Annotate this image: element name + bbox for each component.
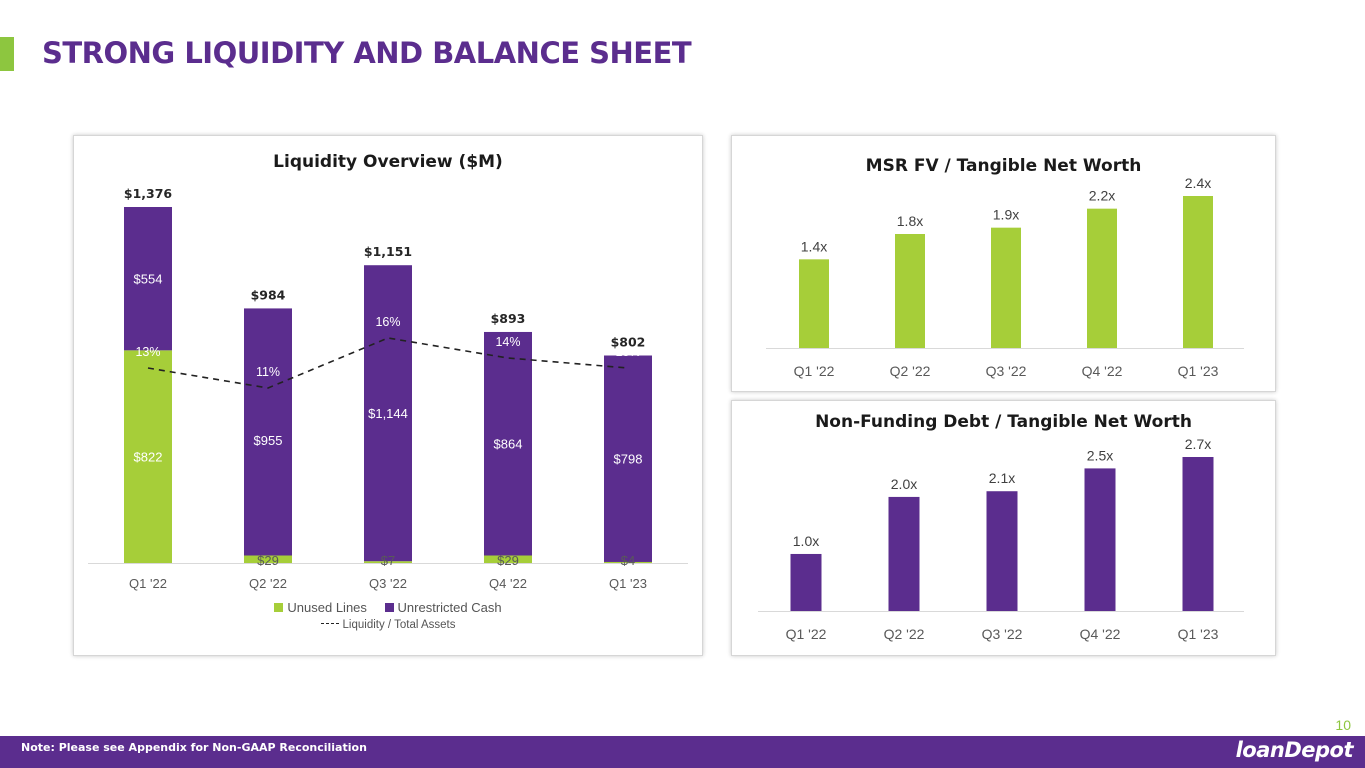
msr-chart-title: MSR FV / Tangible Net Worth bbox=[865, 156, 1142, 176]
legend-item-liquidity-ratio: Liquidity / Total Assets bbox=[320, 619, 456, 631]
bar bbox=[986, 491, 1018, 611]
data-label: 2.7x bbox=[1185, 436, 1211, 452]
x-tick-label: Q1 '22 bbox=[129, 576, 167, 591]
liquidity-ratio-line bbox=[147, 337, 629, 389]
x-tick-label: Q4 '22 bbox=[1082, 363, 1123, 379]
x-tick-label: Q2 '22 bbox=[890, 363, 931, 379]
bar-unrestricted-cash bbox=[364, 265, 412, 562]
data-label-unused-lines: $7 bbox=[381, 553, 395, 568]
bar bbox=[1183, 196, 1213, 348]
footer-bar: Note: Please see Appendix for Non-GAAP R… bbox=[0, 736, 1365, 768]
data-label: 1.8x bbox=[897, 213, 923, 229]
data-label: 1.9x bbox=[993, 207, 1019, 223]
bar bbox=[895, 234, 925, 348]
data-label: 2.5x bbox=[1087, 447, 1113, 463]
legend-swatch-unrestricted-cash bbox=[384, 603, 394, 612]
x-tick-label: Q4 '22 bbox=[489, 576, 527, 591]
x-tick-label: Q2 '22 bbox=[249, 576, 287, 591]
data-label-liquidity-ratio: 16% bbox=[375, 315, 400, 329]
data-label-liquidity-ratio: 13% bbox=[615, 345, 640, 359]
liquidity-legend-line: Liquidity / Total Assets bbox=[74, 619, 702, 631]
bar bbox=[1182, 457, 1214, 611]
x-tick-label: Q3 '22 bbox=[986, 363, 1027, 379]
data-label: 1.4x bbox=[801, 238, 827, 254]
data-label: 2.4x bbox=[1185, 175, 1211, 191]
legend-swatch-unused-lines bbox=[274, 603, 284, 612]
data-label-unused-lines: $29 bbox=[257, 553, 279, 568]
liquidity-chart-title: Liquidity Overview ($M) bbox=[273, 152, 503, 172]
data-label: 2.1x bbox=[989, 470, 1015, 486]
legend-item-unrestricted-cash: Unrestricted Cash bbox=[384, 600, 502, 615]
bar-unused-lines bbox=[244, 555, 292, 563]
data-label-unrestricted-cash: $798 bbox=[614, 452, 643, 467]
data-label: 2.0x bbox=[891, 476, 917, 492]
page-number: 10 bbox=[1335, 717, 1351, 733]
bar-unused-lines bbox=[484, 555, 532, 563]
bar bbox=[888, 496, 920, 611]
data-label-total: $802 bbox=[611, 335, 646, 350]
bar bbox=[799, 259, 829, 348]
data-label-liquidity-ratio: 13% bbox=[135, 345, 160, 359]
x-tick-label: Q1 '23 bbox=[609, 576, 647, 591]
data-label-liquidity-ratio: 11% bbox=[256, 365, 280, 379]
bar-unrestricted-cash bbox=[484, 331, 532, 556]
loandepot-logo: loanDepot bbox=[1235, 738, 1354, 762]
legend-label-unrestricted-cash: Unrestricted Cash bbox=[397, 600, 502, 615]
footer-note: Note: Please see Appendix for Non-GAAP R… bbox=[21, 741, 367, 754]
data-label-unrestricted-cash: $955 bbox=[254, 433, 283, 448]
data-label-total: $1,151 bbox=[364, 244, 412, 259]
data-label-unrestricted-cash: $554 bbox=[134, 272, 163, 287]
data-label-unrestricted-cash: $864 bbox=[494, 437, 523, 452]
data-label-unused-lines: $4 bbox=[621, 553, 635, 568]
page-title: STRONG LIQUIDITY AND BALANCE SHEET bbox=[42, 36, 692, 70]
bar-unused-lines bbox=[604, 561, 652, 563]
legend-label-unused-lines: Unused Lines bbox=[287, 600, 367, 615]
x-tick-label: Q2 '22 bbox=[884, 626, 925, 642]
x-tick-label: Q1 '22 bbox=[786, 626, 827, 642]
bar bbox=[1087, 208, 1117, 348]
nfd-chart-panel: 1.0x Q1 '22 2.0x Q2 '22 2.1x Q3 '22 2.5x Q4 '22… bbox=[731, 400, 1276, 656]
msr-chart: 1.4x Q1 '22 1.8x Q2 '22 1.9x Q3 '22 2.2x Q4 '22… bbox=[766, 175, 1244, 379]
x-tick-label: Q1 '22 bbox=[794, 363, 835, 379]
msr-chart-panel: 1.4x Q1 '22 1.8x Q2 '22 1.9x Q3 '22 2.2x Q4 '22… bbox=[731, 135, 1276, 392]
bar bbox=[1084, 468, 1116, 611]
bar-unused-lines bbox=[124, 350, 172, 563]
data-label: 1.0x bbox=[793, 533, 819, 549]
bar bbox=[991, 227, 1021, 348]
x-tick-label: Q1 '23 bbox=[1178, 363, 1219, 379]
bar-unrestricted-cash bbox=[244, 308, 292, 556]
data-label-unused-lines: $29 bbox=[497, 553, 519, 568]
liquidity-chart-panel: $822 $554 $1,376 Q1 '22 $29 $955 $984 Q2 '22 $7 $… bbox=[73, 135, 703, 656]
legend-item-unused-lines: Unused Lines bbox=[274, 600, 367, 615]
data-label-total: $893 bbox=[491, 311, 526, 326]
data-label-total: $984 bbox=[251, 287, 286, 302]
nfd-chart: 1.0x Q1 '22 2.0x Q2 '22 2.1x Q3 '22 2.5x Q4 '22… bbox=[758, 436, 1244, 642]
title-accent-bar bbox=[0, 37, 14, 71]
bar-unrestricted-cash bbox=[124, 207, 172, 351]
liquidity-legend: Unused Lines Unrestricted Cash bbox=[74, 600, 702, 615]
data-label-unrestricted-cash: $1,144 bbox=[368, 406, 408, 421]
legend-label-liquidity-ratio: Liquidity / Total Assets bbox=[342, 619, 456, 631]
data-label: 2.2x bbox=[1089, 188, 1115, 204]
legend-dash-line bbox=[320, 623, 339, 624]
x-tick-label: Q4 '22 bbox=[1080, 626, 1121, 642]
x-tick-label: Q3 '22 bbox=[982, 626, 1023, 642]
data-label-total: $1,376 bbox=[124, 186, 173, 201]
nfd-chart-title: Non-Funding Debt / Tangible Net Worth bbox=[815, 412, 1192, 432]
x-tick-label: Q1 '23 bbox=[1178, 626, 1219, 642]
data-label-unused-lines: $822 bbox=[134, 450, 163, 465]
bar-unrestricted-cash bbox=[604, 355, 652, 562]
data-label-liquidity-ratio: 14% bbox=[495, 335, 520, 349]
liquidity-chart: $822 $554 $1,376 Q1 '22 $29 $955 $984 Q2 '22 $7 $… bbox=[88, 186, 688, 591]
x-tick-label: Q3 '22 bbox=[369, 576, 407, 591]
bar-unused-lines bbox=[364, 561, 412, 563]
bar bbox=[790, 553, 822, 611]
